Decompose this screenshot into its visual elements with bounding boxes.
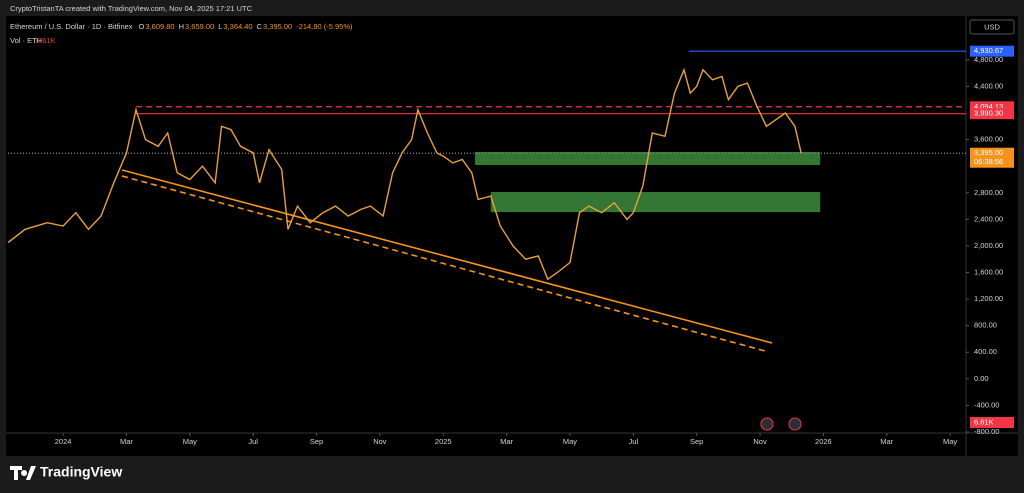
symbol: Ethereum / U.S. Dollar · 1D · Bitfinex [10,22,133,31]
price-tag-label: 3,990.30 [974,109,1003,118]
x-tick-label: Sep [310,437,323,446]
price-tag [970,45,1014,57]
credit: CryptoTristanTA created with TradingView… [10,4,253,13]
y-tick-label: 1,200.00 [974,294,1003,303]
price-tag-label: 3,395.00 [974,148,1003,157]
y-tick-label: 1,600.00 [974,267,1003,276]
y-tick-label: 2,800.00 [974,188,1003,197]
price-tag-label: 4,094.13 [974,102,1003,111]
ohlc-value: 3,395.00 [263,22,292,31]
y-tick-label: 2,000.00 [974,241,1003,250]
y-tick-label: 4,800.00 [974,55,1003,64]
x-tick-label: Jul [248,437,258,446]
trendline [121,169,773,344]
chart-background [6,16,1018,456]
header: Ethereum / U.S. Dollar · 1D · Bitfinex O 3… [10,22,353,31]
price-tag [970,147,1014,168]
x-tick-label: Mar [120,437,133,446]
ohlc-key: L [218,22,222,31]
x-tick-label: Mar [880,437,893,446]
change: -214.90 (-5.95%) [296,22,353,31]
volume-value: 6.61K [36,36,56,45]
ohlc-key: C [257,22,263,31]
event-icon[interactable] [788,417,802,431]
x-tick-label: Nov [753,437,767,446]
zone [490,192,821,213]
y-tick-label: 4,400.00 [974,81,1003,90]
x-tick-label: Nov [373,437,387,446]
y-tick-label: 800.00 [974,321,997,330]
event-icon[interactable] [760,417,774,431]
ohlc-value: 3,659.00 [185,22,214,31]
x-tick-label: Sep [690,437,703,446]
ohlc-key: O [139,22,145,31]
price-tag-label: 4,930.67 [974,46,1003,55]
y-tick-label: 3,600.00 [974,135,1003,144]
brand-logo [10,466,36,480]
price-tag [970,108,1014,120]
y-tick-label: 0.00 [974,374,989,383]
volume-tag-label: 6.61K [974,417,994,426]
trendline [121,175,766,352]
y-tick-label: 2,400.00 [974,214,1003,223]
x-tick-label: 2024 [55,437,72,446]
y-tick-label: -800.00 [974,427,999,436]
x-tick-label: 2025 [435,437,452,446]
y-tick-label: -400.00 [974,400,999,409]
y-tick-label: 400.00 [974,347,997,356]
brand: TradingView [40,464,122,480]
ohlc-value: 3,609.80 [145,22,174,31]
currency: USD [984,22,1000,31]
volume-title: Vol · ETH [10,36,42,45]
x-tick-label: May [943,437,957,446]
price-line-series [7,67,802,281]
x-tick-label: Jul [629,437,639,446]
price-tag [970,101,1014,113]
volume-tag [970,417,1014,428]
countdown: 06:38:56 [974,157,1003,166]
x-tick-label: May [183,437,197,446]
ohlc-key: H [179,22,184,31]
x-tick-label: 2026 [815,437,832,446]
x-tick-label: Mar [500,437,513,446]
x-tick-label: May [563,437,577,446]
ohlc-value: 3,364.40 [223,22,252,31]
currency-box [969,19,1015,35]
